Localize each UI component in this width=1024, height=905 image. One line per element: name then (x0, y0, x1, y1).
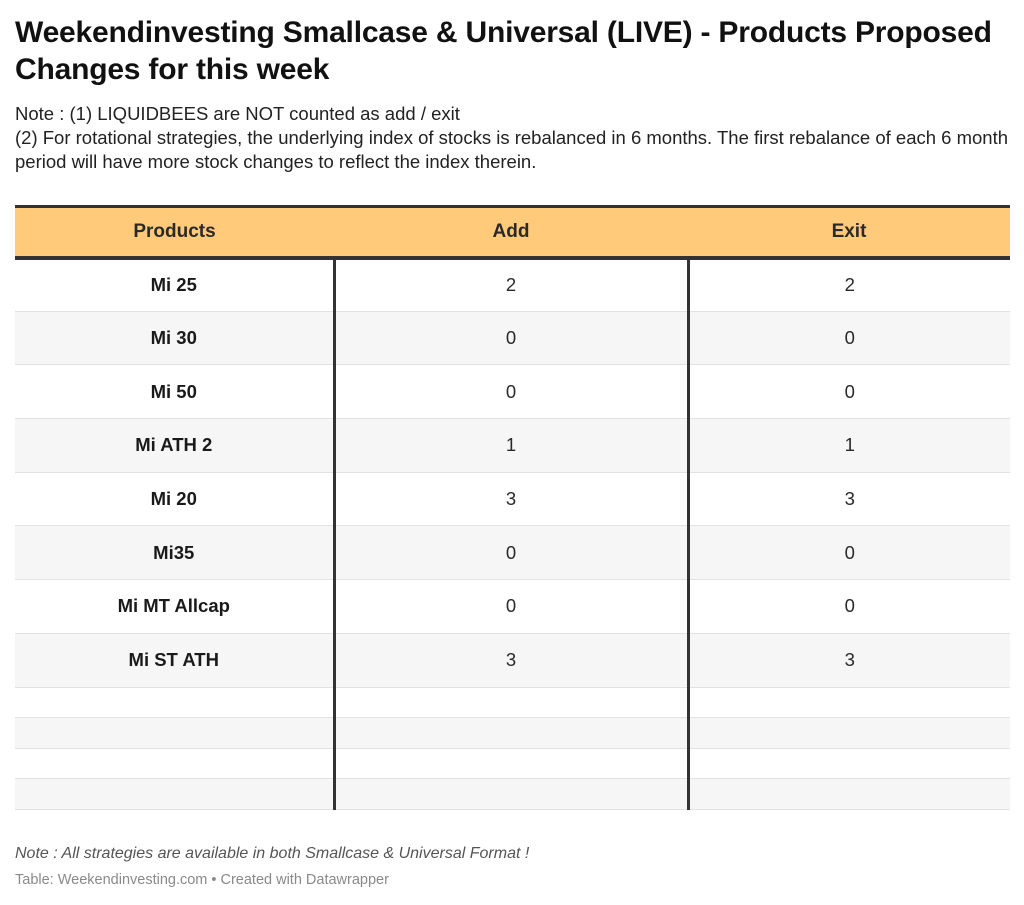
table-row: Mi 20 3 3 (15, 472, 1010, 527)
footnote: Note : All strategies are available in b… (15, 845, 530, 862)
product-cell: Mi 25 (15, 257, 334, 312)
add-cell: 0 (332, 525, 690, 581)
empty-cell (15, 748, 334, 779)
exit-cell: 3 (688, 633, 1010, 688)
data-table: Products Add Exit Mi 25 2 2 Mi 30 0 0 Mi 50 0 0 M… (15, 205, 1010, 810)
empty-cell (332, 717, 690, 749)
note-line-2: (2) For rotational strategies, the under… (15, 127, 1009, 172)
source-credit: Table: Weekendinvesting.com • Created wi… (15, 872, 389, 888)
empty-table-row (15, 717, 1010, 749)
exit-cell: 0 (688, 579, 1010, 634)
add-cell: 0 (332, 311, 690, 366)
exit-cell: 0 (688, 364, 1010, 420)
add-cell: 0 (332, 364, 690, 420)
column-header-add[interactable]: Add (334, 205, 688, 260)
product-cell: Mi ATH 2 (15, 418, 334, 473)
empty-table-row (15, 748, 1010, 779)
column-header-exit[interactable]: Exit (688, 205, 1010, 260)
product-cell: Mi ST ATH (15, 633, 334, 688)
product-cell: Mi 50 (15, 364, 334, 420)
empty-cell (688, 687, 1010, 718)
empty-cell (332, 778, 690, 810)
table-body: Mi 25 2 2 Mi 30 0 0 Mi 50 0 0 Mi ATH 2 1 1 Mi 20 3 3 Mi… (15, 257, 1010, 810)
empty-cell (15, 717, 334, 749)
add-cell: 2 (332, 257, 690, 312)
add-cell: 3 (332, 472, 690, 527)
table-row: Mi 30 0 0 (15, 311, 1010, 366)
product-cell: Mi MT Allcap (15, 579, 334, 634)
empty-cell (688, 717, 1010, 749)
exit-cell: 1 (688, 418, 1010, 473)
chart-title: Weekendinvesting Smallcase & Universal (… (15, 16, 992, 86)
product-cell: Mi 20 (15, 472, 334, 527)
chart-container: Weekendinvesting Smallcase & Universal (… (15, 14, 1010, 888)
exit-cell: 0 (688, 525, 1010, 581)
empty-table-row (15, 778, 1010, 810)
add-cell: 3 (332, 633, 690, 688)
empty-cell (688, 778, 1010, 810)
exit-cell: 0 (688, 311, 1010, 366)
product-cell: Mi35 (15, 525, 334, 581)
table-row: Mi ST ATH 3 3 (15, 633, 1010, 688)
table-row: Mi35 0 0 (15, 525, 1010, 581)
empty-cell (332, 748, 690, 779)
exit-cell: 2 (688, 257, 1010, 312)
empty-cell (15, 687, 334, 718)
add-cell: 1 (332, 418, 690, 473)
table-row: Mi 25 2 2 (15, 257, 1010, 312)
exit-cell: 3 (688, 472, 1010, 527)
product-cell: Mi 30 (15, 311, 334, 366)
empty-cell (15, 778, 334, 810)
table-header-row: Products Add Exit (15, 205, 1010, 260)
chart-notes: Note : (1) LIQUIDBEES are NOT counted as… (15, 102, 1010, 174)
column-header-products[interactable]: Products (15, 205, 334, 260)
empty-table-row (15, 687, 1010, 718)
empty-cell (688, 748, 1010, 779)
add-cell: 0 (332, 579, 690, 634)
table-row: Mi MT Allcap 0 0 (15, 579, 1010, 634)
note-line-1: Note : (1) LIQUIDBEES are NOT counted as… (15, 103, 460, 124)
empty-cell (332, 687, 690, 718)
table-row: Mi 50 0 0 (15, 364, 1010, 420)
